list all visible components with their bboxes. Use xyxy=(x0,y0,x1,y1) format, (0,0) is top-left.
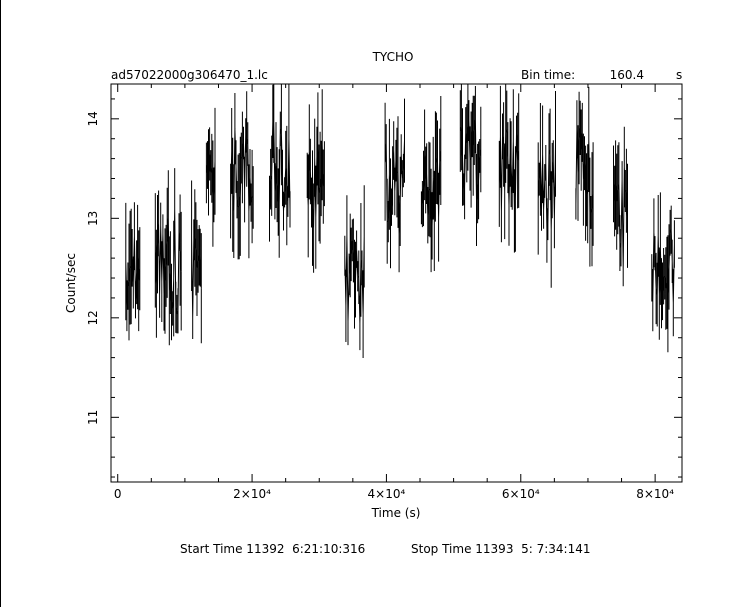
y-tick-label: 14 xyxy=(86,111,100,126)
x-tick-label: 0 xyxy=(114,487,122,501)
lightcurve-segment xyxy=(420,96,442,273)
y-tick-label: 12 xyxy=(86,310,100,325)
window-left-edge xyxy=(0,0,1,607)
lightcurve-segment xyxy=(344,185,365,358)
lightcurve-segment xyxy=(205,107,216,247)
x-axis-label: Time (s) xyxy=(371,506,421,520)
bin-time-unit: s xyxy=(676,68,682,82)
bin-time-value: 160.4 xyxy=(610,68,644,82)
y-axis-label: Count/sec xyxy=(64,253,78,313)
lightcurve-segment xyxy=(575,86,594,267)
file-name-label: ad57022000g306470_1.lc xyxy=(111,68,268,82)
y-tick-label: 13 xyxy=(86,211,100,226)
x-tick-label: 8×10⁴ xyxy=(636,487,674,501)
y-axis-ticks: 11 12 13 14 xyxy=(86,98,682,478)
x-axis-ticks: 0 2×10⁴ 4×10⁴ 6×10⁴ 8×10⁴ xyxy=(114,84,674,501)
lightcurve-segment xyxy=(384,98,405,273)
lightcurve-segment xyxy=(459,84,482,246)
lightcurve-segment xyxy=(269,84,291,258)
chart-title: TYCHO xyxy=(372,50,414,64)
plot-frame xyxy=(110,83,683,483)
lightcurve-segment xyxy=(613,126,628,287)
start-time-label: Start Time 11392 6:21:10:316 xyxy=(180,542,365,556)
lightcurve-segment xyxy=(537,91,556,288)
lightcurve-segment xyxy=(154,168,182,346)
lightcurve-segment xyxy=(230,91,254,260)
data-series xyxy=(125,84,675,358)
x-tick-label: 6×10⁴ xyxy=(502,487,540,501)
stop-time-label: Stop Time 11393 5: 7:34:141 xyxy=(411,542,590,556)
x-tick-label: 4×10⁴ xyxy=(368,487,406,501)
lightcurve-segment xyxy=(306,89,325,273)
lightcurve-segment xyxy=(191,180,202,344)
bin-time-label: Bin time: xyxy=(521,68,575,82)
lightcurve-segment xyxy=(125,202,141,341)
x-tick-label: 2×10⁴ xyxy=(233,487,271,501)
lightcurve-segment xyxy=(651,192,675,353)
lightcurve-segment xyxy=(498,84,520,253)
y-tick-label: 11 xyxy=(86,410,100,425)
